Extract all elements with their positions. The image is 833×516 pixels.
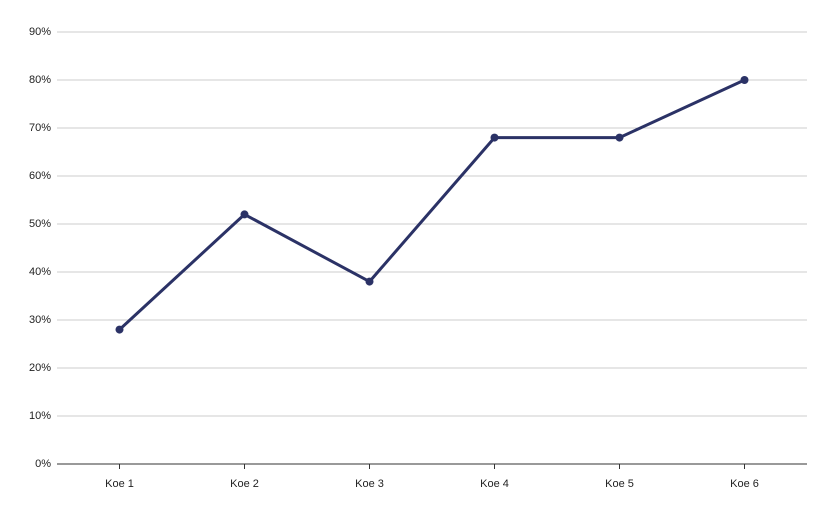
y-tick-label: 80% bbox=[29, 74, 51, 86]
x-tick-label: Koe 4 bbox=[480, 478, 509, 490]
point bbox=[240, 210, 249, 219]
point bbox=[490, 133, 499, 142]
point bbox=[365, 277, 374, 286]
y-tick-label: 60% bbox=[29, 170, 51, 182]
y-tick-label: 0% bbox=[35, 458, 51, 470]
y-tick-label: 20% bbox=[29, 362, 51, 374]
point bbox=[615, 133, 624, 142]
point bbox=[740, 76, 749, 84]
x-tick-label: Koe 1 bbox=[105, 478, 134, 490]
x-tick-label: Koe 5 bbox=[605, 478, 634, 490]
x-tick-label: Koe 3 bbox=[355, 478, 384, 490]
x-tick-label: Koe 2 bbox=[230, 478, 259, 490]
x-tick-label: Koe 6 bbox=[730, 478, 759, 490]
point bbox=[115, 325, 124, 334]
line bbox=[118, 78, 746, 331]
y-tick-label: 10% bbox=[29, 410, 51, 422]
y-tick-label: 30% bbox=[29, 314, 51, 326]
y-tick-label: 70% bbox=[29, 122, 51, 134]
y-tick-label: 90% bbox=[29, 26, 51, 38]
y-tick-label: 50% bbox=[29, 218, 51, 230]
y-tick-label: 40% bbox=[29, 266, 51, 278]
